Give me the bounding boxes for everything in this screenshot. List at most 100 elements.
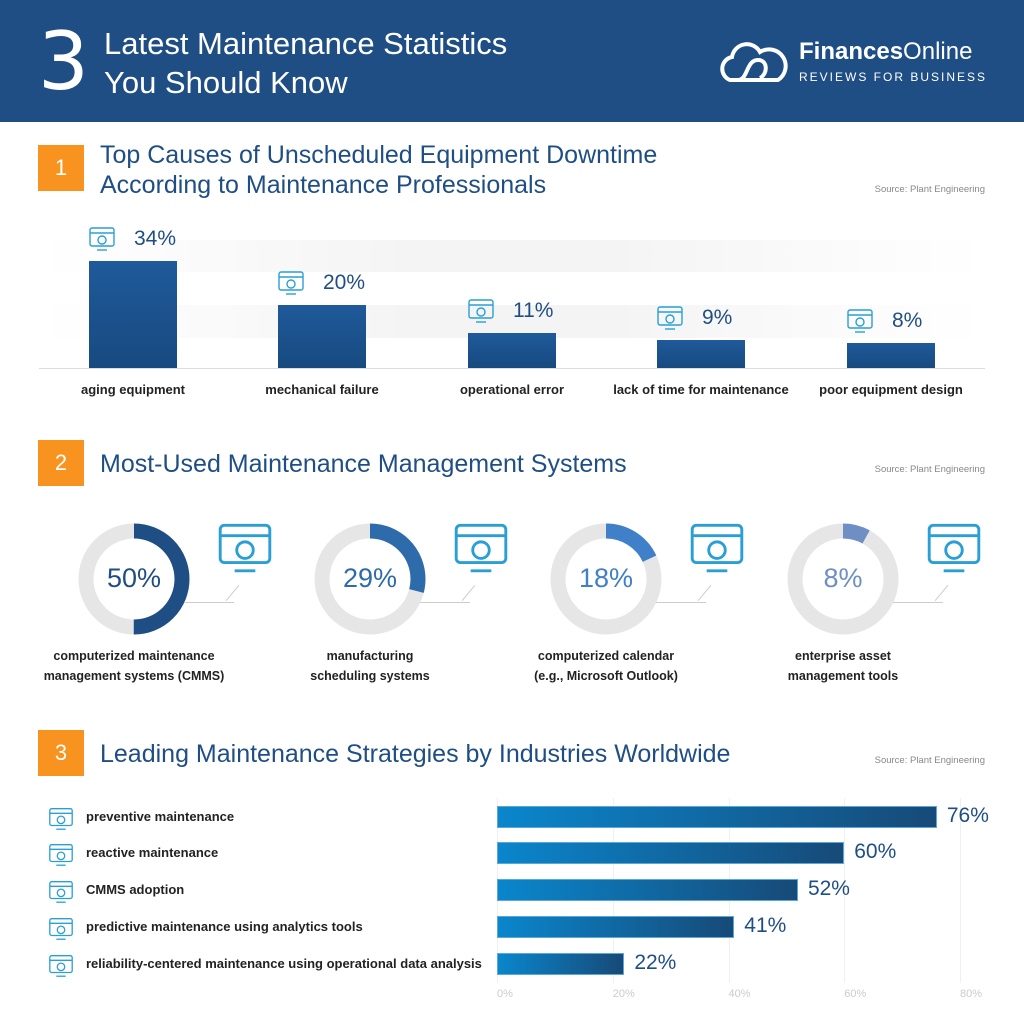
x-tick-label: 60%	[844, 988, 867, 1000]
browser-gear-icon	[214, 515, 276, 577]
header-number: 3	[38, 15, 89, 108]
value-label: 11%	[513, 299, 554, 323]
clock-icon	[655, 302, 685, 332]
title-line-2: You Should Know	[104, 65, 348, 100]
donut-4	[787, 523, 899, 635]
financesonline-logo: FinancesOnline REVIEWS FOR BUSINESS	[716, 38, 996, 88]
sliders-icon	[466, 295, 496, 325]
donut-value: 29%	[342, 563, 398, 593]
connector-line	[697, 585, 712, 601]
donut-arc	[78, 523, 190, 635]
category-label-line: scheduling systems	[310, 669, 430, 683]
category-label-line: management tools	[787, 669, 899, 683]
x-tick-label: 20%	[612, 988, 635, 1000]
category-label-line: management systems (CMMS)	[43, 669, 225, 683]
grid-band	[39, 240, 985, 272]
bar-2	[497, 842, 845, 864]
value-label: 34%	[134, 226, 177, 250]
worker-icon	[47, 840, 75, 868]
category-label: reliability-centered maintenance using o…	[86, 956, 482, 971]
gears-icon	[276, 267, 306, 297]
section-2-badge: 2	[38, 440, 84, 486]
donut-arc	[550, 523, 662, 635]
category-label-line: manufacturing	[326, 649, 414, 663]
bar-1	[497, 806, 937, 828]
monitor-calendar-icon	[686, 515, 748, 577]
gridline	[844, 798, 846, 983]
connector-line	[184, 602, 234, 603]
value-label: 20%	[323, 271, 366, 294]
donut-2	[314, 523, 426, 635]
category-label: aging equipment	[81, 382, 185, 397]
category-label: computerized maintenance management syste…	[19, 646, 249, 686]
bar-2	[278, 305, 366, 368]
asset-management-icon	[923, 515, 985, 577]
title-line-1: Latest Maintenance Statistics	[104, 26, 508, 61]
category-label: computerized calendar (e.g., Microsoft Ou…	[491, 646, 721, 686]
category-label: enterprise asset management tools	[728, 646, 958, 686]
calendar-wrench-icon	[450, 515, 512, 577]
gridline	[960, 798, 961, 983]
logo-tagline: REVIEWS FOR BUSINESS	[799, 70, 988, 84]
category-label: CMMS adoption	[86, 882, 185, 897]
cmms-icon	[47, 877, 75, 905]
category-label: manufacturing scheduling systems	[255, 646, 485, 686]
category-label-line: computerized calendar	[537, 649, 675, 663]
analytics-icon	[47, 914, 75, 942]
baseline	[39, 368, 985, 369]
header-banner	[0, 0, 1024, 122]
value-label: 22%	[634, 951, 677, 974]
category-label: operational error	[459, 382, 565, 397]
value-label: 41%	[744, 914, 787, 937]
donut-arc	[314, 523, 426, 635]
section-3-badge: 3	[38, 730, 84, 776]
category-label: reactive maintenance	[86, 845, 219, 860]
connector-line	[656, 602, 706, 603]
section-1-badge: 1	[38, 145, 84, 191]
value-label: 60%	[854, 840, 897, 863]
page-title: Latest Maintenance Statistics You Should …	[104, 24, 507, 102]
connector-line	[225, 585, 240, 601]
bar-5	[847, 342, 935, 368]
connector-line	[420, 602, 470, 603]
category-label: lack of time for maintenance	[613, 382, 789, 397]
grid-band	[39, 305, 985, 338]
bar-5	[497, 953, 625, 975]
bar-4	[497, 916, 735, 938]
value-label: 9%	[702, 305, 733, 329]
donut-value: 18%	[578, 563, 634, 593]
category-label: mechanical failure	[265, 382, 379, 397]
connector-line	[461, 585, 476, 601]
x-tick-label: 40%	[728, 988, 751, 1000]
category-label-line: computerized maintenance	[53, 649, 215, 663]
bar-1	[89, 260, 177, 368]
cloud-logo-icon	[720, 42, 788, 82]
logo-name: FinancesOnline	[799, 38, 973, 65]
calendar-icon	[47, 804, 75, 832]
section-1-title: Top Causes of Unscheduled Equipment Down…	[100, 141, 658, 199]
bar-3	[468, 333, 556, 368]
connector-line	[934, 585, 949, 601]
connector-line	[893, 602, 943, 603]
donut-value: 8%	[823, 563, 863, 593]
donut-arc	[787, 523, 899, 635]
bar-4	[657, 339, 745, 368]
x-tick-label: 80%	[960, 988, 983, 1000]
section-3-source: Source: Plant Engineering	[874, 755, 985, 766]
section-3-title: Leading Maintenance Strategies by Indust…	[100, 740, 731, 768]
equipment-design-icon	[845, 305, 875, 335]
section-2-source: Source: Plant Engineering	[874, 464, 985, 475]
value-label: 76%	[946, 804, 989, 827]
value-label: 8%	[892, 308, 923, 332]
category-label-line: enterprise asset	[795, 649, 891, 663]
category-label: poor equipment design	[819, 382, 963, 397]
category-label: preventive maintenance	[86, 809, 235, 824]
machine-icon	[87, 223, 117, 253]
x-tick-label: 0%	[497, 988, 513, 1000]
donut-value: 50%	[106, 563, 162, 593]
donut-3	[550, 523, 662, 635]
bar-3	[497, 879, 798, 901]
category-label-line: (e.g., Microsoft Outlook)	[534, 669, 678, 683]
donut-1	[78, 523, 190, 635]
tools-icon	[47, 951, 75, 979]
